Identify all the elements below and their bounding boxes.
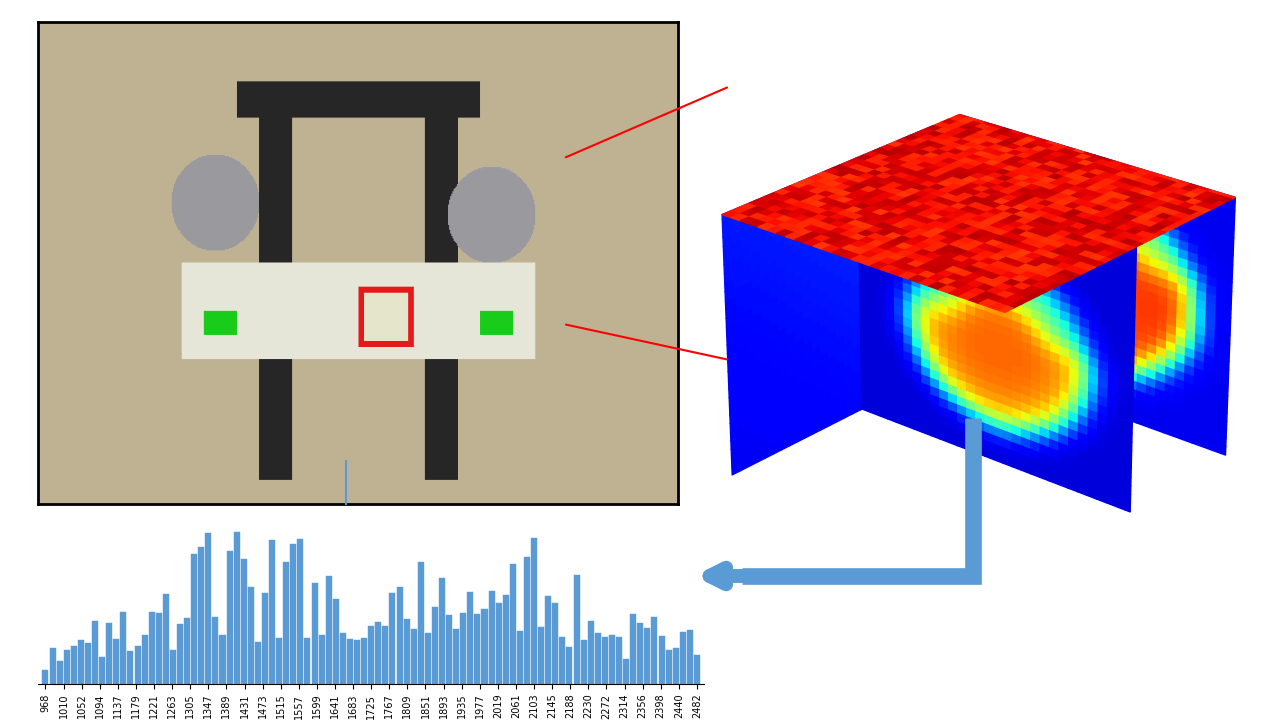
- Bar: [128, 652, 133, 684]
- Bar: [509, 564, 516, 684]
- Bar: [56, 661, 63, 684]
- Bar: [425, 633, 431, 684]
- Bar: [495, 603, 502, 684]
- Bar: [467, 593, 474, 684]
- Bar: [212, 617, 219, 684]
- Bar: [78, 640, 84, 684]
- Bar: [623, 659, 630, 684]
- Bar: [666, 649, 672, 684]
- Bar: [581, 640, 586, 684]
- Bar: [524, 557, 530, 684]
- Bar: [177, 624, 183, 684]
- Bar: [156, 613, 161, 684]
- Bar: [637, 623, 644, 684]
- Bar: [475, 614, 480, 684]
- Bar: [439, 578, 445, 684]
- Bar: [234, 532, 239, 684]
- Bar: [84, 644, 91, 684]
- Bar: [616, 636, 622, 684]
- Bar: [248, 587, 253, 684]
- Bar: [447, 616, 452, 684]
- Bar: [503, 595, 508, 684]
- Bar: [375, 622, 381, 684]
- Bar: [609, 635, 614, 684]
- Bar: [517, 631, 524, 684]
- Bar: [361, 638, 367, 684]
- Bar: [241, 559, 247, 684]
- Bar: [369, 626, 374, 684]
- Bar: [453, 629, 460, 684]
- Bar: [262, 593, 268, 684]
- Bar: [417, 562, 424, 684]
- Bar: [573, 575, 580, 684]
- Bar: [333, 600, 339, 684]
- Bar: [658, 636, 664, 684]
- Bar: [680, 631, 686, 684]
- Bar: [545, 596, 552, 684]
- Bar: [163, 594, 169, 684]
- Bar: [184, 618, 191, 684]
- Bar: [170, 649, 175, 684]
- Bar: [120, 612, 127, 684]
- Bar: [92, 621, 99, 684]
- Bar: [652, 617, 658, 684]
- Bar: [114, 639, 119, 684]
- Bar: [411, 629, 417, 684]
- Bar: [559, 637, 566, 684]
- Bar: [311, 583, 317, 684]
- Bar: [630, 614, 636, 684]
- Bar: [340, 633, 346, 684]
- Bar: [305, 638, 311, 684]
- Bar: [588, 621, 594, 684]
- Bar: [50, 648, 55, 684]
- Bar: [538, 627, 544, 684]
- Bar: [297, 539, 303, 684]
- Bar: [219, 634, 225, 684]
- Bar: [567, 647, 572, 684]
- Bar: [198, 547, 205, 684]
- Bar: [269, 540, 275, 684]
- Bar: [602, 636, 608, 684]
- Bar: [389, 593, 396, 684]
- Bar: [325, 576, 332, 684]
- Bar: [489, 591, 494, 684]
- Bar: [70, 646, 77, 684]
- Bar: [283, 562, 289, 684]
- Bar: [148, 612, 155, 684]
- Bar: [106, 623, 113, 684]
- Bar: [227, 551, 233, 684]
- Bar: [64, 650, 69, 684]
- Bar: [403, 619, 410, 684]
- Bar: [397, 587, 402, 684]
- Bar: [595, 633, 600, 684]
- Bar: [673, 648, 678, 684]
- Bar: [694, 655, 700, 684]
- Bar: [142, 634, 147, 684]
- Bar: [205, 533, 211, 684]
- Bar: [99, 657, 105, 684]
- Bar: [687, 629, 692, 684]
- Bar: [355, 640, 360, 684]
- Bar: [347, 639, 353, 684]
- Bar: [383, 626, 388, 684]
- Bar: [431, 607, 438, 684]
- Bar: [42, 670, 49, 684]
- Bar: [134, 646, 141, 684]
- Bar: [255, 642, 261, 684]
- Bar: [191, 554, 197, 684]
- Bar: [552, 603, 558, 684]
- Bar: [319, 635, 325, 684]
- Bar: [461, 613, 466, 684]
- Bar: [291, 544, 297, 684]
- Bar: [644, 628, 650, 684]
- Bar: [531, 538, 538, 684]
- Bar: [481, 608, 488, 684]
- Bar: [276, 638, 282, 684]
